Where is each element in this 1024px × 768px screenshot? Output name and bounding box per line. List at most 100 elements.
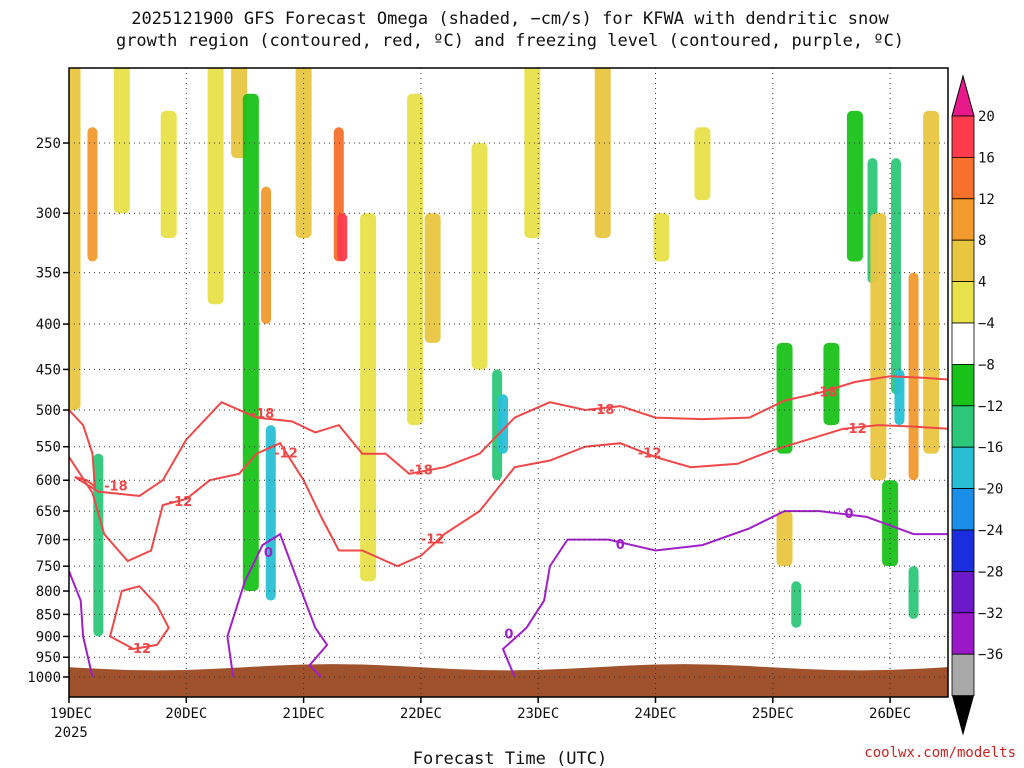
colorbar-swatch: [951, 198, 975, 241]
plot-area: -18 -18 -18 -18 -18 -12 -12 -12 -12 -12 -12 0 0 0 0: [69, 68, 948, 697]
axes: 250 300 350 400 450 500 550 600 650 700 750 800 850 9…: [27, 67, 949, 741]
omega-cell: [207, 68, 224, 305]
omega-cell: [337, 213, 348, 262]
x-tick-sublabel: 2025: [54, 725, 88, 741]
omega-cell: [265, 425, 276, 601]
contour-label: -18: [251, 407, 275, 422]
colorbar-swatch: [951, 612, 975, 655]
x-tick-label: 24DEC: [634, 706, 676, 722]
omega-cell: [894, 369, 905, 426]
omega-cell: [87, 127, 98, 262]
y-tick-label: 900: [36, 629, 61, 645]
y-tick-label: 950: [36, 650, 61, 666]
colorbar-swatch: [951, 281, 975, 324]
y-tick-label: 650: [36, 504, 61, 520]
y-tick-label: 550: [36, 440, 61, 456]
colorbar-swatch: [951, 488, 975, 531]
colorbar-label: −16: [978, 440, 1003, 456]
colorbar-swatch: [951, 322, 975, 365]
x-tick-label: 20DEC: [165, 706, 207, 722]
omega-cell: [295, 68, 312, 239]
omega-cell: [93, 453, 104, 637]
freezing-level-contour: [69, 570, 94, 678]
plot-background: [69, 68, 948, 697]
omega-cell: [653, 213, 670, 262]
omega-cell: [69, 68, 81, 410]
y-tick-label: 500: [36, 403, 61, 419]
contour-label: -12: [128, 642, 152, 657]
freezing-level-contour: [226, 532, 329, 678]
colorbar-label: 12: [978, 192, 995, 208]
colorbar-swatch: [951, 446, 975, 490]
y-tick-label: 850: [36, 607, 61, 623]
omega-cell: [242, 93, 259, 592]
contour-label: -12: [421, 533, 445, 548]
contour-label: -12: [274, 447, 298, 462]
omega-cell: [908, 566, 919, 619]
omega-cell: [261, 186, 272, 325]
omega-cell: [424, 213, 441, 343]
dgz-minus18-contour: [69, 375, 948, 498]
contour-label: 0: [616, 538, 625, 553]
y-tick-label: 300: [36, 206, 61, 222]
omega-cell: [923, 110, 940, 454]
chart-title-line1: 2025121900 GFS Forecast Omega (shaded, −…: [131, 9, 889, 29]
omega-cell: [360, 213, 377, 582]
y-tick-label: 800: [36, 584, 61, 600]
colorbar-bottom-arrow: [952, 695, 974, 736]
y-tick-label: 400: [36, 317, 61, 333]
y-tick-label: 450: [36, 362, 61, 378]
y-tick-label: 750: [36, 559, 61, 575]
omega-cell: [890, 158, 901, 395]
contour-label: -18: [591, 403, 615, 418]
credit-text: coolwx.com/modelts: [864, 745, 1016, 761]
colorbar-swatch: [951, 115, 975, 158]
omega-cell: [471, 143, 488, 370]
colorbar-swatch: [951, 156, 975, 200]
x-tick-label: 23DEC: [517, 706, 559, 722]
contour-label: 0: [504, 627, 513, 642]
colorbar-label: −32: [978, 606, 1003, 622]
freezing-level-contour: [501, 510, 948, 678]
dgz-minus12-contour: [69, 424, 948, 568]
colorbar-label: −8: [978, 357, 995, 373]
colorbar-label: −24: [978, 523, 1003, 539]
y-tick-label: 350: [36, 266, 61, 282]
omega-cell: [823, 342, 840, 426]
omega-cell: [594, 68, 611, 239]
x-tick-label: 19DEC: [50, 706, 92, 722]
omega-cell: [407, 93, 424, 426]
colorbar-swatch: [951, 571, 975, 614]
colorbar-swatch: [951, 653, 975, 697]
colorbar-label: −4: [978, 316, 995, 332]
omega-cell: [694, 127, 711, 201]
contour-label: -12: [169, 495, 193, 510]
omega-cell: [776, 511, 793, 567]
terrain-shading: [69, 664, 948, 697]
omega-cell: [846, 110, 863, 262]
colorbar: 20 16 12 8 4 −4 −8 −12 −16 −20 −24 −28 −32 −36: [951, 74, 1003, 736]
x-tick-label: 25DEC: [752, 706, 794, 722]
plot-frame: [68, 67, 949, 698]
y-tick-label: 1000: [27, 670, 61, 686]
plot-content: -18 -18 -18 -18 -18 -12 -12 -12 -12 -12 -12 0 0 0 0: [69, 68, 948, 697]
x-tick-label: 21DEC: [283, 706, 325, 722]
colorbar-label: −28: [978, 564, 1003, 580]
colorbar-label: 16: [978, 150, 995, 166]
y-tick-label: 250: [36, 136, 61, 152]
x-axis-label: Forecast Time (UTC): [413, 749, 607, 768]
y-tick-label: 700: [36, 533, 61, 549]
contour-label: -12: [638, 447, 662, 462]
colorbar-swatch: [951, 363, 975, 407]
colorbar-label: −20: [978, 482, 1003, 498]
omega-cell: [113, 68, 130, 214]
omega-cell: [776, 342, 793, 454]
colorbar-label: 20: [978, 109, 995, 125]
contour-label: -18: [104, 480, 128, 495]
chart-title-line2: growth region (contoured, red, ºC) and f…: [116, 31, 904, 51]
contour-label: -12: [843, 422, 867, 437]
colorbar-swatch: [951, 239, 975, 282]
colorbar-swatch: [951, 405, 975, 448]
omega-cell: [791, 581, 802, 628]
